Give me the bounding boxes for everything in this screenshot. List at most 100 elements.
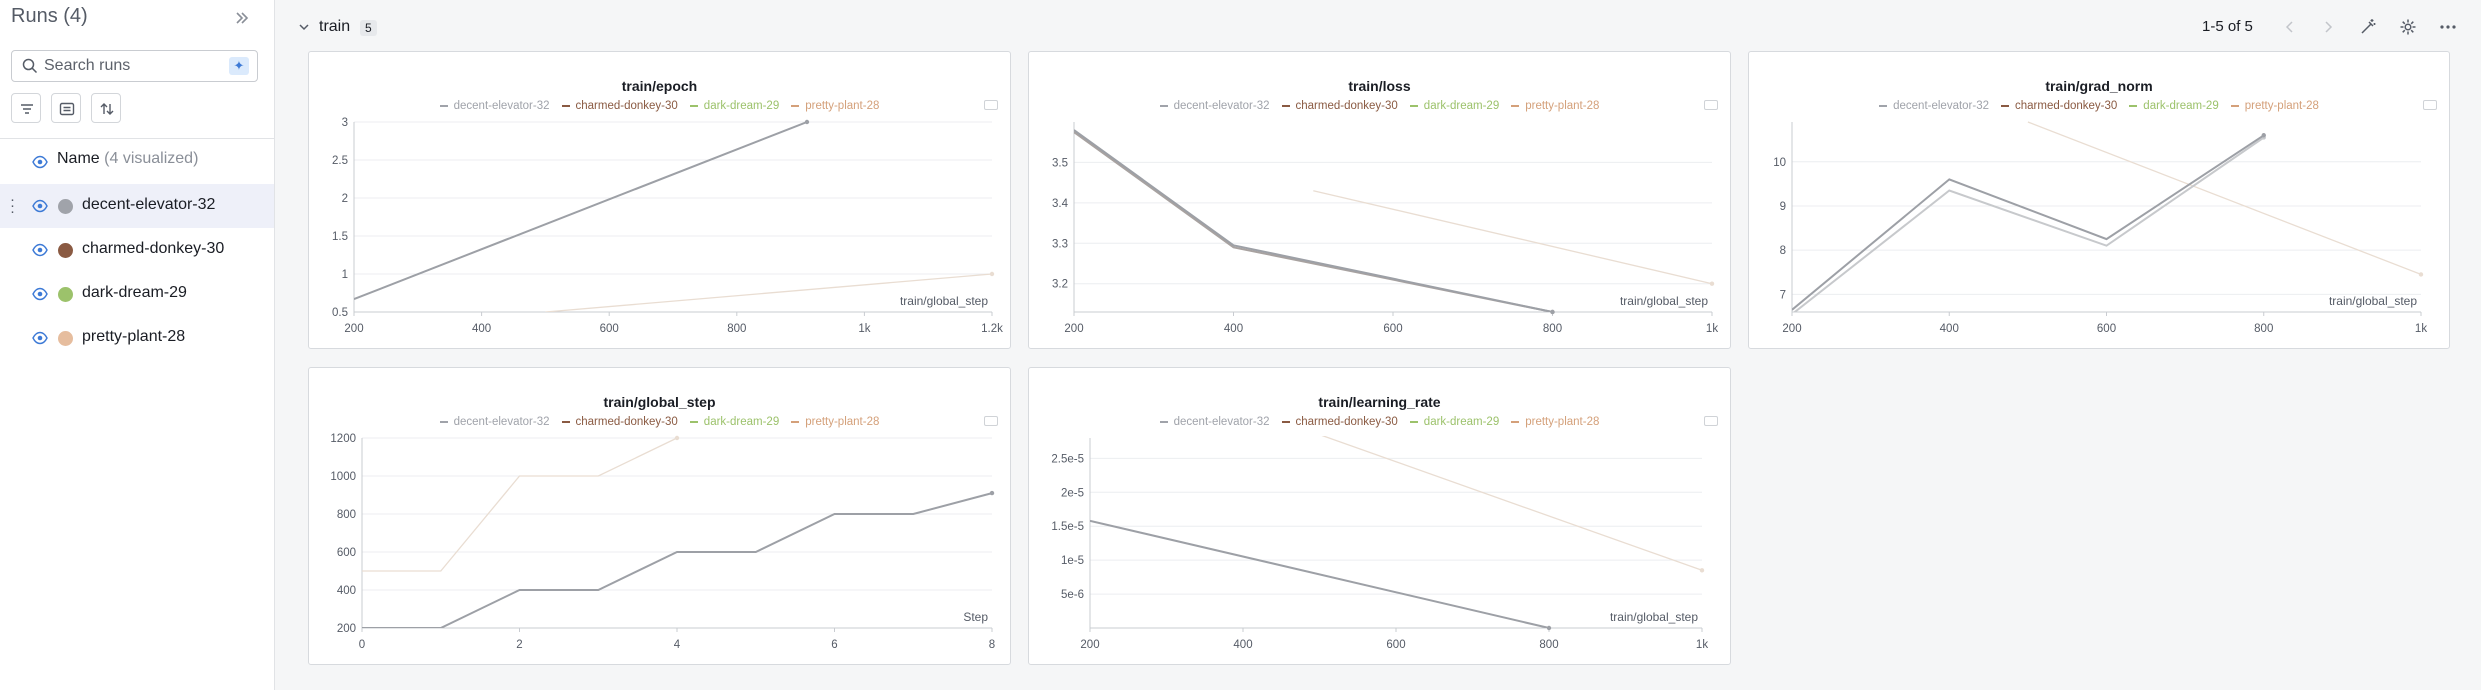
chart-title[interactable]: train/learning_rate xyxy=(1318,394,1441,410)
visualized-count: (4 visualized) xyxy=(104,150,199,167)
legend-item[interactable]: pretty-plant-28 xyxy=(1511,416,1599,428)
legend-item[interactable]: dark-dream-29 xyxy=(1409,100,1499,112)
gear-icon[interactable] xyxy=(2398,17,2418,37)
legend-item[interactable]: pretty-plant-28 xyxy=(791,416,879,428)
series-line-pretty-plant-28[interactable] xyxy=(545,273,993,312)
eye-icon[interactable] xyxy=(32,199,48,218)
name-column-header[interactable]: Name (4 visualized) xyxy=(57,150,198,168)
chart-title[interactable]: train/global_step xyxy=(603,394,716,410)
run-name[interactable]: dark-dream-29 xyxy=(82,284,187,301)
chart-title[interactable]: train/epoch xyxy=(621,78,698,94)
legend-label: dark-dream-29 xyxy=(703,416,780,428)
series-line-decent-elevator-32[interactable] xyxy=(362,492,993,628)
legend-label: decent-elevator-32 xyxy=(453,416,550,428)
section-title[interactable]: train xyxy=(319,18,351,35)
legend-item[interactable]: dark-dream-29 xyxy=(689,416,780,428)
y-tick-label: 5e-6 xyxy=(1061,589,1084,601)
series-line-pretty-plant-28[interactable] xyxy=(1320,435,1703,571)
series-line-decent-elevator-32[interactable] xyxy=(1090,519,1550,628)
legend-item[interactable]: pretty-plant-28 xyxy=(1511,100,1599,112)
legend-item[interactable]: pretty-plant-28 xyxy=(791,100,879,112)
run-color-dot[interactable] xyxy=(58,243,73,258)
legend-label: pretty-plant-28 xyxy=(805,416,880,428)
series-line-decent-elevator-32[interactable] xyxy=(1074,129,1553,312)
panel-menu-icon[interactable] xyxy=(984,100,998,110)
legend-item[interactable]: dark-dream-29 xyxy=(1409,416,1499,428)
legend-item[interactable]: charmed-donkey-30 xyxy=(561,416,678,428)
magic-wand-icon[interactable] xyxy=(2358,17,2378,37)
run-row-charmed-donkey-30[interactable]: charmed-donkey-30 xyxy=(0,228,274,272)
panel-menu-icon[interactable] xyxy=(1704,100,1718,110)
chevron-left-icon[interactable] xyxy=(2280,17,2300,37)
legend-item[interactable]: charmed-donkey-30 xyxy=(2001,100,2117,112)
series-line-pretty-plant-28[interactable] xyxy=(1313,190,1713,285)
run-color-dot[interactable] xyxy=(58,199,73,214)
run-color-dot[interactable] xyxy=(58,287,73,302)
run-row-dark-dream-29[interactable]: dark-dream-29 xyxy=(0,272,274,316)
series-line-decent-elevator-32[interactable] xyxy=(354,121,808,301)
legend-item[interactable]: dark-dream-29 xyxy=(2129,100,2219,112)
series-line-dark-dream-29[interactable] xyxy=(1792,136,2265,315)
y-tick-label: 0.5 xyxy=(332,307,348,319)
chart-panel[interactable]: train/epoch decent-elevator-32 charmed-don… xyxy=(308,51,1011,349)
y-tick-label: 3.3 xyxy=(1052,238,1068,250)
run-color-dot[interactable] xyxy=(58,331,73,346)
group-button[interactable] xyxy=(51,93,81,123)
run-name[interactable]: decent-elevator-32 xyxy=(82,196,216,213)
legend-swatch xyxy=(1409,104,1418,107)
legend-item[interactable]: decent-elevator-32 xyxy=(1879,100,1989,112)
search-box[interactable]: ✦ xyxy=(11,50,258,82)
run-name[interactable]: charmed-donkey-30 xyxy=(82,240,225,257)
chart-panel[interactable]: train/grad_norm decent-elevator-32 charmed… xyxy=(1748,51,2450,349)
panel-menu-icon[interactable] xyxy=(1704,416,1718,426)
series-line-decent-elevator-32[interactable] xyxy=(1792,134,2265,311)
eye-icon[interactable] xyxy=(32,331,48,350)
y-tick-label: 3.2 xyxy=(1052,279,1068,291)
chart-plot[interactable]: 3.2 3.3 3.4 3.5 200 400 600 800 1k train/global_s… xyxy=(1029,52,1732,350)
sort-button[interactable] xyxy=(91,93,121,123)
run-name[interactable]: pretty-plant-28 xyxy=(82,328,186,345)
legend-item[interactable]: dark-dream-29 xyxy=(689,100,779,112)
chart-panel[interactable]: train/loss decent-elevator-32 charmed-donk… xyxy=(1028,51,1731,349)
series-line-pretty-plant-28[interactable] xyxy=(362,437,678,572)
name-header-row[interactable] xyxy=(0,140,274,184)
panel-menu-icon[interactable] xyxy=(984,416,998,426)
legend-swatch xyxy=(561,420,570,423)
y-tick-label: 3.5 xyxy=(1052,157,1068,169)
run-row-decent-elevator-32[interactable]: · · · decent-elevator-32 xyxy=(0,184,274,228)
chevron-down-icon[interactable] xyxy=(298,20,310,38)
legend-item[interactable]: decent-elevator-32 xyxy=(1159,100,1270,112)
panel-menu-icon[interactable] xyxy=(2423,100,2437,110)
eye-icon[interactable] xyxy=(32,155,48,174)
legend-item[interactable]: charmed-donkey-30 xyxy=(1281,416,1398,428)
legend-item[interactable]: pretty-plant-28 xyxy=(2230,100,2319,112)
series-line-charmed-donkey-30[interactable] xyxy=(1074,131,1553,312)
legend-item[interactable]: decent-elevator-32 xyxy=(1159,416,1270,428)
series-line-pretty-plant-28[interactable] xyxy=(2027,121,2422,276)
run-row-pretty-plant-28[interactable]: pretty-plant-28 xyxy=(0,316,274,360)
legend-item[interactable]: charmed-donkey-30 xyxy=(1281,100,1398,112)
legend-item[interactable]: decent-elevator-32 xyxy=(439,416,550,428)
chart-panel[interactable]: train/learning_rate decent-elevator-32 cha… xyxy=(1028,367,1731,665)
search-input[interactable] xyxy=(44,55,219,77)
eye-icon[interactable] xyxy=(32,287,48,306)
chevron-right-icon[interactable] xyxy=(2318,17,2338,37)
section-header[interactable]: train 5 1-5 of 5 xyxy=(276,0,2481,52)
chart-title[interactable]: train/loss xyxy=(1348,78,1411,94)
legend-item[interactable]: decent-elevator-32 xyxy=(439,100,550,112)
collapse-sidebar-icon[interactable] xyxy=(232,8,252,28)
drag-handle-icon[interactable]: · · · xyxy=(10,191,15,220)
legend-label: dark-dream-29 xyxy=(2143,100,2219,112)
filter-button[interactable] xyxy=(11,93,41,123)
chart-plot[interactable]: 0.5 1 1.5 2 2.5 3 200 400 600 800 1k 1.2k train/glob… xyxy=(309,52,1012,350)
more-icon[interactable] xyxy=(2438,17,2458,37)
eye-icon[interactable] xyxy=(32,243,48,262)
legend-item[interactable]: charmed-donkey-30 xyxy=(561,100,678,112)
chart-panel[interactable]: train/global_step decent-elevator-32 charm… xyxy=(308,367,1011,665)
ai-search-icon[interactable]: ✦ xyxy=(229,57,249,75)
chart-plot[interactable]: 7 8 9 10 200 400 600 800 1k train/global_step xyxy=(1749,52,2451,350)
x-tick-label: 1k xyxy=(2415,323,2427,335)
chart-title[interactable]: train/grad_norm xyxy=(2045,78,2153,94)
chart-plot[interactable]: 200 400 600 800 1000 1200 0 2 4 6 8 Step xyxy=(309,368,1012,666)
